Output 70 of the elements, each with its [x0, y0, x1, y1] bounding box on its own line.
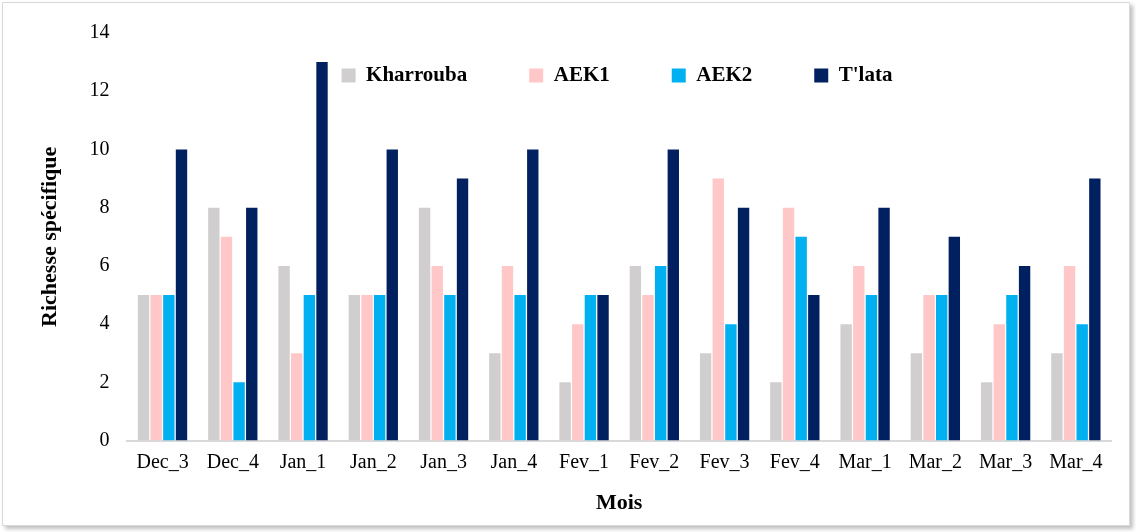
bar [642, 295, 654, 441]
y-tick-label: 0 [99, 427, 110, 450]
bar [584, 295, 597, 441]
x-tick-label: Jan_4 [490, 449, 538, 472]
legend-label: T'lata [838, 61, 893, 86]
x-tick-label: Jan_1 [279, 449, 327, 472]
bar [303, 295, 316, 441]
bar [163, 295, 175, 441]
bar [935, 295, 948, 441]
bar [1089, 178, 1101, 441]
bar [361, 295, 373, 441]
bar [853, 265, 865, 441]
y-tick-label: 2 [99, 369, 110, 392]
bar [444, 295, 456, 441]
bar [316, 62, 328, 441]
x-tick-label: Mar_3 [978, 449, 1033, 472]
bar [654, 265, 667, 441]
bar [1018, 265, 1031, 441]
bar [150, 295, 162, 441]
y-tick-label: 4 [99, 311, 110, 334]
bar [725, 324, 737, 441]
bar [597, 295, 609, 441]
bar [373, 295, 386, 441]
bar [1006, 295, 1018, 441]
legend-label: AEK1 [553, 61, 610, 86]
bar [233, 382, 245, 441]
bar [712, 178, 724, 441]
bar [808, 295, 820, 441]
bar [667, 149, 679, 441]
bar [1076, 324, 1088, 441]
bar [878, 207, 890, 441]
x-tick-label: Dec_4 [206, 449, 259, 472]
bar [865, 295, 878, 441]
x-tick-label: Jan_2 [349, 449, 397, 472]
bar [948, 236, 961, 441]
bar [572, 324, 584, 441]
bar [175, 149, 188, 441]
bar [993, 324, 1005, 441]
bar [795, 236, 807, 441]
x-tick-label: Dec_3 [136, 449, 189, 472]
y-axis-title: Richesse spécifique [35, 146, 61, 327]
bar [246, 207, 258, 441]
x-tick-label: Fev_1 [559, 449, 610, 472]
y-tick-label: 10 [89, 136, 110, 159]
x-tick-label: Mar_2 [908, 449, 963, 472]
bar [220, 236, 233, 441]
x-tick-label: Jan_3 [420, 449, 467, 472]
bar [782, 207, 795, 441]
legend-label: Kharrouba [366, 61, 468, 86]
y-tick-label: 14 [89, 20, 110, 43]
x-tick-label: Fev_2 [629, 449, 680, 472]
bar [737, 207, 750, 441]
x-tick-label: Fev_3 [699, 449, 750, 472]
bar [501, 265, 514, 441]
y-tick-label: 12 [89, 78, 110, 101]
bar [386, 149, 398, 441]
bar [923, 295, 935, 441]
x-axis-title: Mois [595, 489, 643, 515]
bar [1063, 265, 1076, 441]
y-tick-label: 6 [99, 253, 110, 276]
x-tick-label: Mar_4 [1049, 449, 1103, 472]
bar [456, 178, 469, 441]
x-tick-label: Fev_4 [769, 449, 820, 472]
bar [431, 265, 443, 441]
x-tick-label: Mar_1 [838, 449, 892, 472]
bar [527, 149, 539, 441]
bar [514, 295, 526, 441]
legend-label: AEK2 [696, 61, 753, 86]
y-tick-label: 8 [99, 194, 110, 217]
bar [291, 353, 303, 441]
